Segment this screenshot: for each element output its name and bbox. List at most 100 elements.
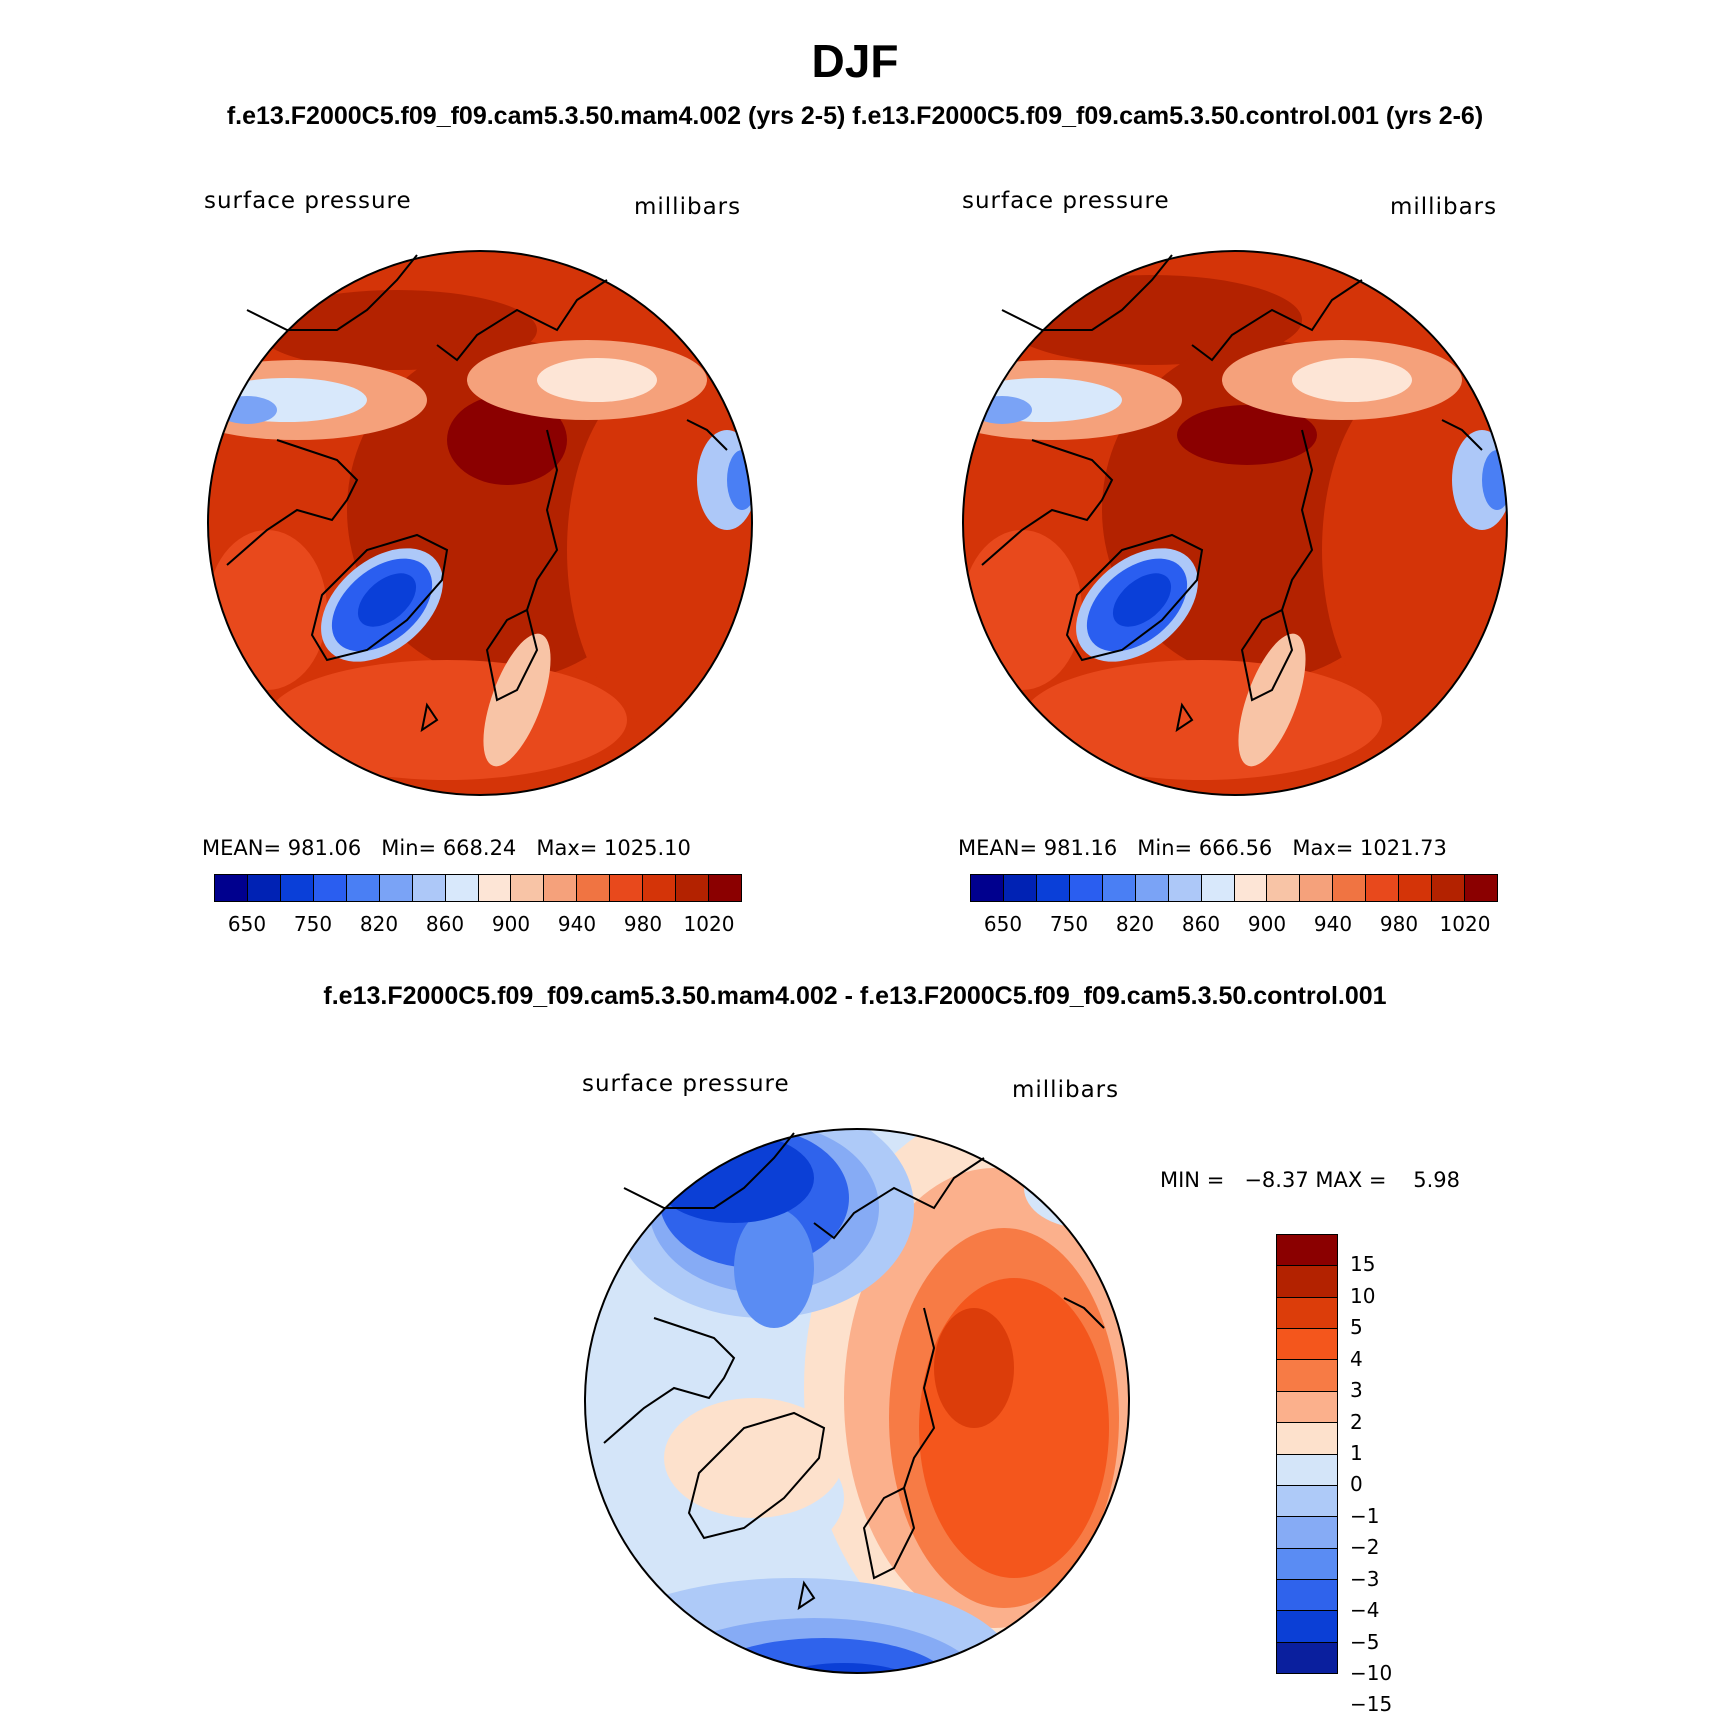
panel3-field-region [1024, 1148, 1129, 1228]
panel2-field-region [972, 396, 1032, 424]
figure-title: DJF [811, 35, 899, 87]
colorbar-swatch [412, 875, 446, 901]
colorbar-tick-label: 0 [1350, 1472, 1363, 1497]
panel3-units-label: millibars [1012, 1077, 1120, 1103]
colorbar-swatch [1135, 875, 1169, 901]
colorbar-swatch [709, 875, 741, 901]
colorbar-swatch [1465, 875, 1497, 901]
panel3-coastline-scandinavia [862, 1486, 916, 1580]
panel3-coastline-greenland [687, 1411, 826, 1540]
panel2-coastline-east-asia [1441, 419, 1483, 451]
colorbar-swatch [1277, 1517, 1337, 1549]
colorbar-swatch [215, 875, 248, 901]
colorbar-swatch [1102, 875, 1136, 901]
panel2-map-border [962, 250, 1508, 796]
colorbar-tick-label: 4 [1350, 1346, 1363, 1371]
panel3-variable-label: surface pressure [582, 1071, 790, 1097]
colorbar-swatch [1277, 1485, 1337, 1518]
colorbar-swatch [676, 875, 710, 901]
panel2-field-region [1238, 633, 1306, 767]
colorbar-swatch [1277, 1423, 1337, 1455]
colorbar-tick-label: −1 [1350, 1503, 1380, 1528]
colorbar-tick-label: −2 [1350, 1535, 1380, 1560]
panel2-coastlines [981, 254, 1483, 733]
colorbar-swatch [1277, 1391, 1337, 1424]
colorbar-swatch [313, 875, 347, 901]
panel1-coastline-east-asia [686, 419, 728, 451]
colorbar-tick-label: 2 [1350, 1409, 1363, 1434]
colorbar-swatch [445, 875, 479, 901]
panel1-coastline-eurasia [526, 429, 559, 611]
panel1-coastline-greenland [310, 533, 449, 662]
colorbar-swatch [1432, 875, 1466, 901]
colorbar-tick-label: 650 [983, 912, 1023, 936]
colorbar-swatch [1277, 1329, 1337, 1361]
panel1-variable-label: surface pressure [204, 188, 412, 214]
colorbar-tick-label: 980 [623, 912, 663, 936]
colorbar-tick-label: 900 [1247, 912, 1287, 936]
panel2-colorbar [970, 874, 1498, 902]
panel2-field-region [1482, 450, 1507, 510]
panel1-field-region [267, 660, 627, 780]
colorbar-tick-label: −4 [1350, 1598, 1380, 1623]
colorbar-swatch [610, 875, 644, 901]
panel1-coastline-iceland [420, 702, 439, 733]
colorbar-swatch [1277, 1235, 1337, 1267]
colorbar-swatch [1277, 1611, 1337, 1643]
panel2-field-region [1112, 573, 1172, 627]
panel3-map [584, 1128, 1130, 1674]
panel3-field-region [654, 1133, 814, 1223]
panel2-coastline-iceland [1175, 702, 1194, 733]
panel1-colorbar [214, 874, 742, 902]
colorbar-swatch [1168, 875, 1202, 901]
colorbar-swatch [1277, 1297, 1337, 1330]
colorbar-swatch [577, 875, 611, 901]
panel1-map-border [207, 250, 753, 796]
colorbar-swatch [1277, 1360, 1337, 1392]
panel1-coastlines [226, 254, 728, 733]
colorbar-tick-label: 5 [1350, 1315, 1363, 1340]
colorbar-tick-label: 1020 [683, 912, 735, 936]
panel2-field-region [1292, 358, 1412, 402]
panel3-field-region [919, 1278, 1109, 1578]
panel1-field-region [483, 633, 551, 767]
colorbar-swatch [1267, 875, 1301, 901]
colorbar-swatch [1201, 875, 1235, 901]
colorbar-tick-label: 860 [425, 912, 465, 936]
colorbar-tick-label: 820 [359, 912, 399, 936]
colorbar-swatch [971, 875, 1004, 901]
panel3-coastline-siberia [813, 1157, 985, 1240]
colorbar-swatch [247, 875, 281, 901]
colorbar-swatch [1366, 875, 1400, 901]
panel3-coastlines [603, 1132, 1105, 1611]
colorbar-tick-label: 650 [227, 912, 267, 936]
colorbar-tick-label: −15 [1350, 1692, 1393, 1716]
colorbar-tick-label: 3 [1350, 1378, 1363, 1403]
colorbar-swatch [280, 875, 314, 901]
panel1-units-label: millibars [634, 194, 742, 220]
colorbar-swatch [478, 875, 512, 901]
panel2-coastline-siberia [1191, 279, 1363, 362]
panel3-coastline-eurasia [903, 1307, 936, 1489]
colorbar-swatch [379, 875, 413, 901]
colorbar-tick-label: −3 [1350, 1566, 1380, 1591]
colorbar-swatch [1277, 1642, 1337, 1674]
colorbar-tick-label: 940 [1313, 912, 1353, 936]
panel1-field-region [357, 573, 417, 627]
colorbar-swatch [1399, 875, 1433, 901]
colorbar-swatch [1234, 875, 1268, 901]
colorbar-tick-label: 1020 [1439, 912, 1491, 936]
panel3-field-region [754, 1663, 934, 1673]
colorbar-tick-label: 900 [491, 912, 531, 936]
colorbar-swatch [1069, 875, 1103, 901]
panel1-field-region [447, 395, 567, 485]
panel2-coastline-scandinavia [1240, 608, 1294, 702]
colorbar-tick-label: 940 [557, 912, 597, 936]
colorbar-swatch [511, 875, 545, 901]
colorbar-tick-label: 860 [1181, 912, 1221, 936]
difference-title: f.e13.F2000C5.f09_f09.cam5.3.50.mam4.002… [323, 982, 1387, 1010]
colorbar-swatch [346, 875, 380, 901]
panel2-field-region [1322, 370, 1507, 730]
colorbar-tick-label: 10 [1350, 1283, 1376, 1308]
panel3-field-region [664, 1398, 844, 1518]
